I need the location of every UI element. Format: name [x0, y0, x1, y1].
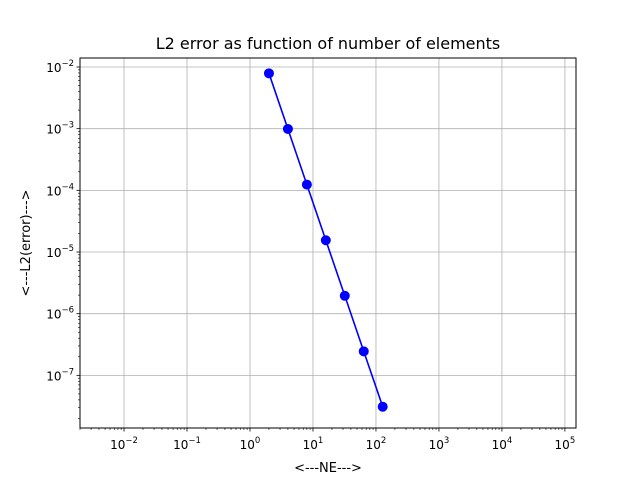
y-tick-label: 10−7: [46, 367, 74, 383]
x-tick-label: 102: [366, 436, 387, 452]
y-tick-label: 10−4: [46, 182, 74, 198]
y-tick-label: 10−3: [46, 121, 74, 137]
data-point: [377, 401, 388, 412]
x-tick-label: 103: [429, 436, 450, 452]
x-tick-label: 10−1: [173, 436, 201, 452]
x-tick-label: 100: [240, 436, 261, 452]
data-point: [301, 179, 312, 190]
y-tick-label: 10−5: [46, 244, 74, 260]
x-tick-label: 104: [492, 436, 513, 452]
plot-frame: [79, 57, 577, 429]
x-tick-label: 10−2: [110, 436, 138, 452]
data-point: [282, 123, 293, 134]
x-axis-label: <---NE--->: [294, 461, 362, 476]
y-tick-label: 10−6: [46, 306, 74, 322]
chart-title: L2 error as function of number of elemen…: [156, 34, 501, 53]
x-tick-label: 101: [303, 436, 324, 452]
y-axis-label: <---L2(error)--->: [19, 189, 34, 296]
axis-ticks: 10−2 10−1 100 101 102 103 104 105 10−7 10−6 10−5 10…: [46, 59, 575, 452]
x-tick-label: 105: [555, 436, 576, 452]
data-point: [339, 290, 350, 301]
data-series: [263, 68, 388, 412]
data-point: [263, 68, 274, 79]
data-point: [320, 235, 331, 246]
data-point: [358, 346, 369, 357]
grid-lines: [80, 58, 576, 428]
y-tick-label: 10−2: [46, 59, 74, 75]
